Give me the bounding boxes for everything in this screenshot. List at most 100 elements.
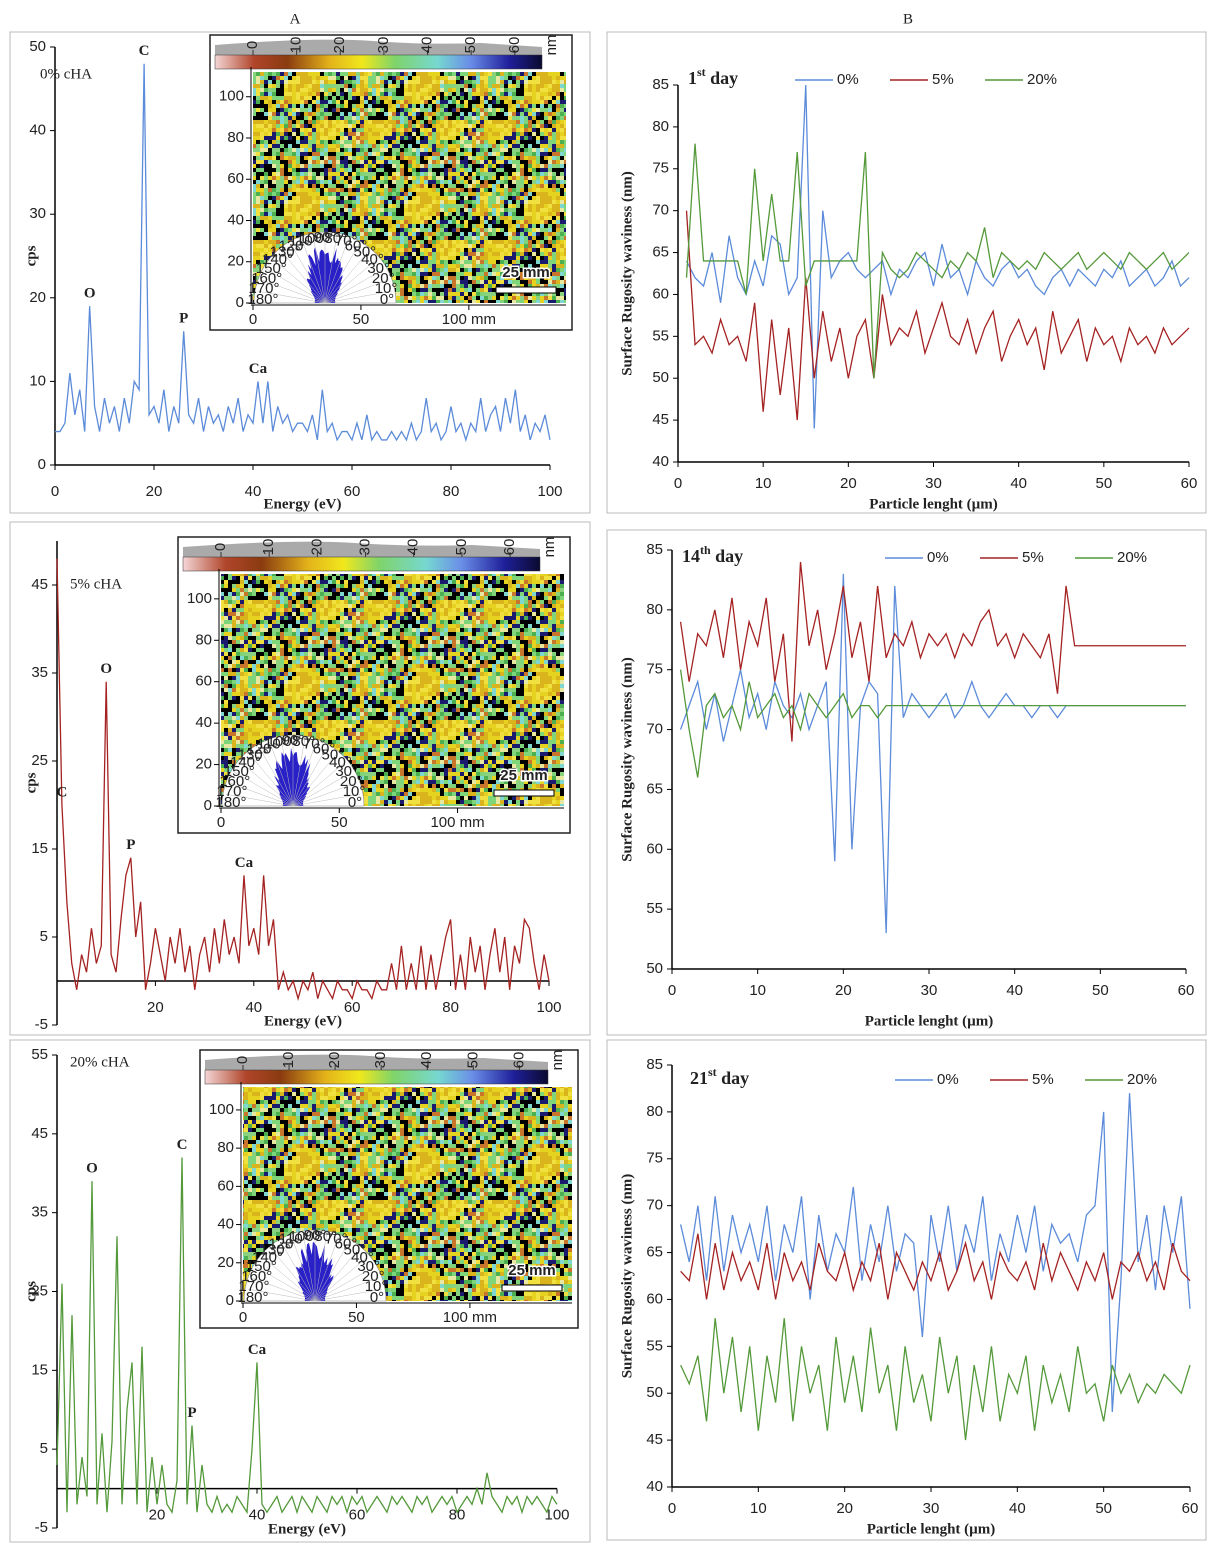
colorbar-tick-label: 50 (462, 37, 479, 54)
y-tick-label: 45 (31, 576, 48, 593)
rose-spoke (301, 239, 326, 304)
rose-spoke (314, 1266, 375, 1302)
rose-label: 100° (267, 733, 298, 750)
y-tick-label: 55 (646, 900, 663, 917)
inset-x-tick-label: 100 mm (430, 814, 484, 831)
legend-label: 5% (932, 71, 954, 88)
x-axis-label: Particle lenght (µm) (867, 1521, 996, 1537)
rose-spoke (247, 1288, 316, 1302)
x-tick-label: 50 (1092, 982, 1109, 999)
rose-label: 120° (268, 1235, 299, 1252)
rose-spoke (324, 268, 385, 304)
x-tick-label: 20 (835, 982, 852, 999)
y-tick-label: 40 (652, 453, 669, 470)
rose-spoke (314, 1248, 359, 1302)
series-line (685, 210, 1190, 421)
peak-label: C (56, 784, 67, 800)
y-tick-label: 25 (31, 752, 48, 769)
scale-bar-label: 25 mm (502, 264, 550, 281)
x-tick-label: 20 (146, 483, 163, 500)
y-tick-label: 50 (652, 369, 669, 386)
rose-label: 90° (314, 229, 337, 246)
rose-label: 40° (351, 1249, 374, 1266)
colorbar (204, 1069, 549, 1085)
inset-y-tick-label: 100 (209, 1101, 234, 1118)
rose-spoke (314, 1241, 350, 1302)
colorbar-tick-label: 0 (244, 41, 261, 49)
colorbar-unit: nm (541, 537, 558, 558)
y-tick-label: 35 (31, 664, 48, 681)
colorbar-tick-label: 50 (453, 539, 470, 556)
colorbar (214, 54, 543, 70)
rose-label: 140° (252, 1249, 283, 1266)
panel-frame (9, 31, 591, 514)
x-tick-label: 100 (537, 483, 562, 500)
peak-label: C (177, 1137, 188, 1153)
scale-bar-label: 25 mm (508, 1262, 556, 1279)
height-histogram (183, 541, 540, 557)
y-tick-label: 45 (652, 411, 669, 428)
peak-label: Ca (249, 361, 268, 377)
rose-spoke (225, 793, 294, 807)
rose-label: 90° (304, 1227, 327, 1244)
x-tick-label: 80 (442, 999, 459, 1016)
rose-label: 160° (251, 270, 282, 287)
colorbar-tick-label: 40 (419, 37, 436, 54)
legend-label: 0% (937, 1071, 959, 1088)
panel-frame (606, 1039, 1207, 1541)
x-tick-label: 40 (1009, 1500, 1026, 1517)
inset-y-tick-label: 20 (195, 756, 212, 773)
y-tick-label: 60 (646, 840, 663, 857)
colorbar-tick-label: 0 (234, 1056, 251, 1064)
x-tick-label: 60 (1181, 475, 1198, 492)
rose-label: 150° (256, 260, 287, 277)
y-tick-label: 25 (31, 1282, 48, 1299)
rose-spoke (280, 1241, 316, 1302)
rose-spoke (229, 782, 294, 807)
colorbar-tick-label: 20 (331, 37, 348, 54)
rose-spoke (251, 1277, 316, 1302)
y-tick-label: 55 (31, 1046, 48, 1063)
y-tick-label: -5 (35, 1519, 48, 1536)
rose-spoke (324, 279, 389, 304)
chart-title-part: day (711, 546, 744, 566)
rose-spoke (292, 762, 346, 807)
x-tick-label: 20 (147, 999, 164, 1016)
rose-label: 0° (370, 1289, 384, 1306)
y-tick-label: 50 (646, 1384, 663, 1401)
x-axis-label: Energy (eV) (264, 1013, 342, 1029)
rose-label: 50° (344, 1241, 367, 1258)
chart-title: 14th day (682, 543, 743, 566)
rose-label: 180° (215, 794, 246, 811)
rose-label: 100° (289, 1228, 320, 1245)
rose-label: 90° (282, 732, 305, 749)
rose-spoke (292, 746, 328, 807)
rose-spoke (255, 1266, 316, 1302)
legend-label: 20% (1027, 71, 1057, 88)
x-tick-label: 0 (668, 1500, 676, 1517)
rose-label: 70° (325, 1231, 348, 1248)
y-tick-label: 80 (646, 601, 663, 618)
scale-bar (495, 286, 557, 294)
x-tick-label: 40 (245, 483, 262, 500)
rose-spoke (324, 239, 349, 304)
scale-bar (493, 789, 555, 797)
rose-label: 0° (348, 794, 362, 811)
rose-label: 60° (313, 740, 336, 757)
colorbar-tick-label: 10 (260, 539, 277, 556)
rose-label: 10° (365, 1278, 388, 1295)
y-tick-label: 60 (646, 1290, 663, 1307)
peak-label: Ca (248, 1342, 267, 1358)
inset-y-tick-label: 100 (187, 590, 212, 607)
inset-y-tick-label: 60 (217, 1177, 234, 1194)
colorbar-tick-label: 40 (405, 539, 422, 556)
rose-label: 80° (292, 733, 315, 750)
legend-label: 0% (927, 549, 949, 566)
x-axis-label: Particle lenght (µm) (869, 496, 998, 512)
y-tick-label: 40 (646, 1478, 663, 1495)
inset-y-tick-label: 80 (217, 1139, 234, 1156)
colorbar-tick-label: 20 (326, 1052, 343, 1069)
y-tick-label: 35 (31, 1204, 48, 1221)
chart-title: 5% cHA (70, 576, 122, 592)
rose-label: 20° (362, 1268, 385, 1285)
